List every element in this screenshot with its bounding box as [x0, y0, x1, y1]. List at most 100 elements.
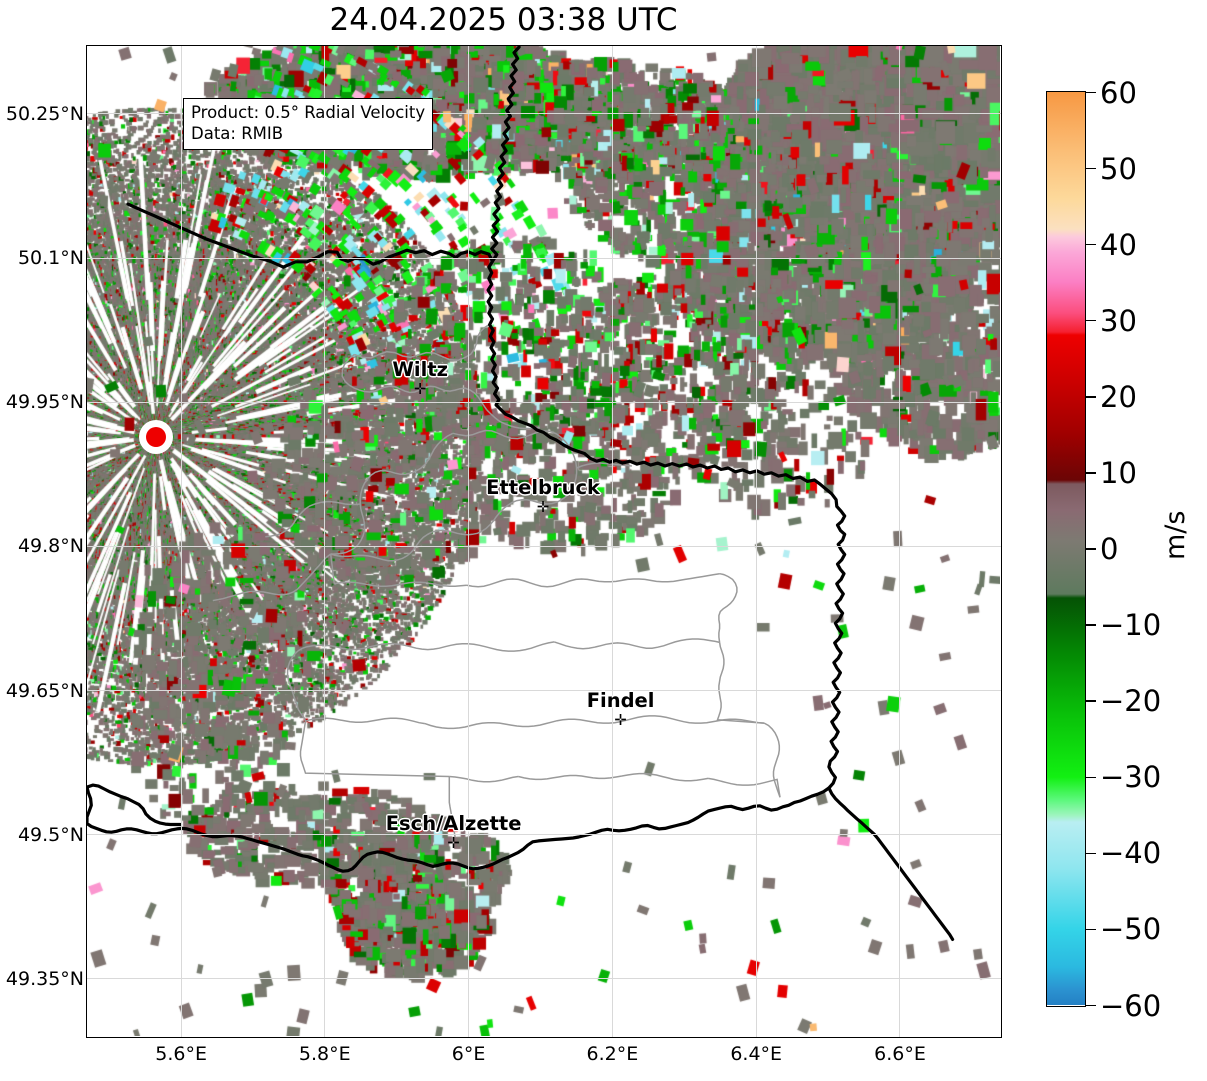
lon-tick-label: 6.2°E: [586, 1043, 639, 1065]
colorbar-tick-label: −60: [1100, 988, 1162, 1023]
colorbar-tick: [1086, 396, 1096, 398]
district-border-path: [265, 500, 361, 538]
lon-tick-label: 6°E: [451, 1043, 486, 1065]
district-boundaries: [212, 324, 781, 838]
gridline-lat-5: [87, 257, 1001, 259]
colorbar-tick: [1086, 700, 1096, 702]
colorbar-segment: [1047, 483, 1085, 511]
colorbar-segment: [1047, 540, 1085, 595]
colorbar-tick-label: 60: [1100, 75, 1137, 110]
map-plot-area[interactable]: Wiltz ✛ Ettelbruck ✛ Findel ✛ Esch/Alzette ✛ Pr…: [86, 45, 1002, 1038]
lon-tick-label: 5.8°E: [298, 1043, 351, 1065]
colorbar-tick: [1086, 548, 1096, 550]
colorbar-segment: [1047, 282, 1085, 313]
colorbar-tick-label: −30: [1100, 760, 1162, 795]
data-line: Data: RMIB: [191, 123, 284, 143]
district-border-path: [707, 777, 781, 798]
district-border-path: [576, 462, 612, 469]
colorbar-tick: [1086, 472, 1096, 474]
colorbar-segment: [1047, 814, 1085, 823]
lon-tick-label: 5.6°E: [155, 1043, 207, 1065]
colorbar-tick: [1086, 319, 1096, 322]
lat-tick-label: 50.1°N: [17, 247, 84, 270]
colorbar-tick: [1086, 928, 1096, 931]
velocity-colorbar: [1046, 91, 1086, 1007]
figure-title: 24.04.2025 03:38 UTC: [329, 2, 678, 38]
colorbar-segment: [1047, 928, 1085, 967]
gridline-lat-1: [87, 834, 1001, 836]
gridline-lon-1: [324, 46, 326, 1037]
colorbar-tick: [1086, 1004, 1096, 1007]
gridline-lon-3: [611, 46, 613, 1037]
colorbar-segment: [1047, 966, 1085, 990]
gridline-lon-2: [468, 46, 469, 1037]
lat-tick-label: 49.8°N: [17, 535, 84, 558]
colorbar-segment: [1047, 152, 1085, 199]
district-border-path: [448, 776, 456, 838]
colorbar-segment: [1047, 597, 1085, 655]
colorbar-tick-label: 50: [1100, 151, 1137, 186]
colorbar-tick: [1086, 167, 1096, 170]
product-line: Product: 0.5° Radial Velocity: [191, 103, 426, 122]
colorbar-segment: [1047, 799, 1085, 815]
gridline-lat-6: [87, 113, 1001, 115]
radar-site-marker: [145, 426, 166, 447]
colorbar-segment: [1047, 198, 1085, 229]
country-border-path: [87, 783, 183, 827]
district-border-path: [763, 722, 781, 798]
country-boundaries: [87, 46, 955, 941]
district-border-path: [476, 324, 490, 338]
colorbar-segment: [1047, 236, 1085, 252]
colorbar-segment: [1047, 776, 1085, 800]
gridline-lat-3: [87, 545, 1001, 547]
colorbar-tick: [1086, 776, 1096, 779]
colorbar-segment: [1047, 228, 1085, 237]
district-border-path: [212, 553, 332, 602]
colorbar-tick-label: 10: [1100, 455, 1137, 490]
district-border-path: [718, 572, 738, 643]
colorbar-segment: [1047, 480, 1085, 484]
colorbar-segment: [1047, 312, 1085, 332]
colorbar-segment: [1047, 335, 1085, 382]
lon-tick-label: 6.4°E: [730, 1043, 783, 1065]
colorbar-tick-label: 0: [1100, 532, 1119, 566]
lat-tick-label: 50.25°N: [5, 102, 84, 125]
country-border-path: [827, 786, 955, 941]
district-border-path: [341, 353, 488, 411]
colorbar-segment: [1047, 594, 1085, 598]
district-border-path: [518, 774, 623, 781]
gridline-lat-0: [87, 978, 1001, 980]
colorbar-segment: [1047, 331, 1085, 336]
product-info-box: Product: 0.5° Radial Velocity Data: RMIB: [183, 98, 434, 151]
colorbar-tick-label: 30: [1100, 303, 1137, 338]
colorbar-tick: [1086, 624, 1096, 626]
district-border-path: [621, 772, 709, 782]
lat-tick-label: 49.95°N: [5, 391, 84, 414]
country-border-path: [87, 248, 847, 873]
district-border-path: [449, 775, 519, 783]
gridline-lon-0: [180, 46, 182, 1037]
district-border-path: [554, 638, 720, 650]
colorbar-tick-label: −20: [1100, 684, 1162, 719]
district-border-path: [330, 433, 578, 562]
colorbar-segment: [1047, 381, 1085, 435]
gridline-lon-5: [899, 46, 901, 1037]
colorbar-segment: [1047, 989, 1085, 1005]
colorbar-tick-label: −50: [1100, 912, 1162, 947]
district-border-path: [424, 715, 765, 730]
colorbar-segment: [1047, 92, 1085, 153]
gridline-lat-2: [87, 690, 1001, 691]
colorbar-segment: [1047, 655, 1085, 716]
lon-tick-label: 6.6°E: [874, 1043, 926, 1065]
district-border-path: [354, 337, 479, 362]
colorbar-segment: [1047, 868, 1085, 929]
lat-tick-label: 49.5°N: [17, 823, 84, 846]
map-boundaries-layer: [87, 46, 955, 941]
colorbar-segment: [1047, 822, 1085, 869]
district-border-path: [486, 409, 520, 429]
colorbar-segment: [1047, 434, 1085, 481]
colorbar-tick-label: −10: [1100, 608, 1162, 643]
colorbar-tick: [1086, 91, 1096, 94]
district-border-path: [286, 647, 307, 722]
